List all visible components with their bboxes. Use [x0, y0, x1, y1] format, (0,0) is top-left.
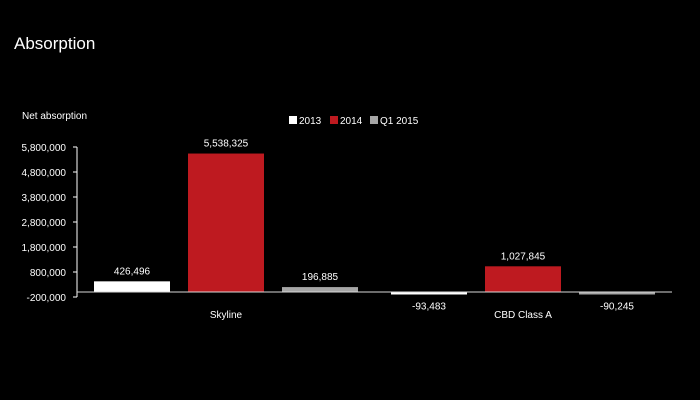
legend-label: Q1 2015	[380, 116, 419, 127]
y-tick-label: 2,800,000	[22, 218, 67, 229]
data-label: 426,496	[114, 266, 151, 277]
legend-swatch	[370, 116, 378, 124]
data-label: -93,483	[412, 301, 446, 312]
bar	[282, 287, 358, 292]
bar	[485, 266, 561, 292]
bar	[391, 292, 467, 295]
bar	[94, 281, 170, 292]
y-tick-label: 5,800,000	[22, 143, 67, 154]
bar	[579, 292, 655, 295]
y-tick-label: 800,000	[30, 268, 67, 279]
data-label: -90,245	[600, 301, 634, 312]
x-axis: Skyline CBD Class A	[77, 291, 672, 321]
y-tick-label: 1,800,000	[22, 243, 67, 254]
legend-label: 2014	[340, 116, 363, 127]
legend-swatch	[330, 116, 338, 124]
y-axis-title: Net absorption	[22, 111, 87, 122]
data-label: 1,027,845	[501, 251, 546, 262]
legend-swatch	[289, 116, 297, 124]
data-label: 5,538,325	[204, 139, 249, 150]
data-label: 196,885	[302, 272, 339, 283]
y-axis: 5,800,000 4,800,000 3,800,000 2,800,000 1,80…	[22, 143, 78, 304]
y-tick-label: 3,800,000	[22, 193, 67, 204]
bars-group: 426,496 5,538,325 196,885 -93,483 1,027,845 -…	[94, 139, 655, 312]
bar	[188, 153, 264, 292]
y-tick-label: 4,800,000	[22, 168, 67, 179]
category-label: CBD Class A	[494, 310, 552, 321]
chart-legend: 2013 2014 Q1 2015	[289, 116, 419, 127]
legend-label: 2013	[299, 116, 322, 127]
page-title: Absorption	[14, 34, 96, 53]
y-tick-label: -200,000	[27, 293, 67, 304]
category-label: Skyline	[210, 310, 243, 321]
